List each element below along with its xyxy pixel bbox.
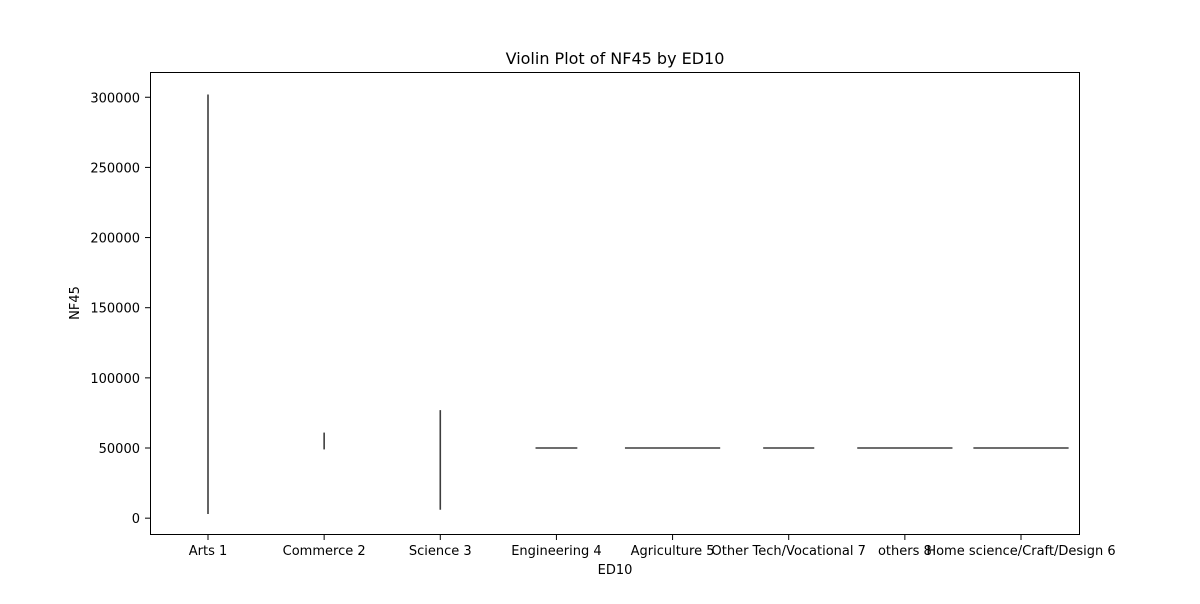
x-tick-label: Other Tech/Vocational 7 — [712, 544, 866, 559]
x-axis: Arts 1 Commerce 2 Science 3 Engineering 4 Ag… — [189, 535, 1116, 559]
y-axis-label: NF45 — [68, 286, 83, 320]
x-tick-label: Arts 1 — [189, 544, 228, 559]
x-tick-label: Science 3 — [409, 544, 472, 559]
chart-title: Violin Plot of NF45 by ED10 — [506, 49, 725, 68]
x-tick-label: Agriculture 5 — [631, 544, 715, 559]
y-axis: 0 50000 100000 150000 200000 250000 300000 — [90, 91, 150, 527]
y-tick-label: 0 — [132, 512, 140, 527]
violin-marks — [207, 94, 1069, 514]
y-tick-label: 250000 — [90, 161, 140, 176]
y-tick-label: 300000 — [90, 91, 140, 106]
x-tick-label: others 8 — [878, 544, 932, 559]
x-tick-label: Home science/Craft/Design 6 — [926, 544, 1115, 559]
x-axis-label: ED10 — [598, 563, 633, 578]
y-tick-label: 200000 — [90, 232, 140, 247]
y-tick-label: 100000 — [90, 372, 140, 387]
x-tick-label: Commerce 2 — [283, 544, 366, 559]
y-tick-label: 150000 — [90, 302, 140, 317]
x-tick-label: Engineering 4 — [511, 544, 601, 559]
y-tick-label: 50000 — [99, 442, 140, 457]
plot-frame — [150, 72, 1080, 535]
